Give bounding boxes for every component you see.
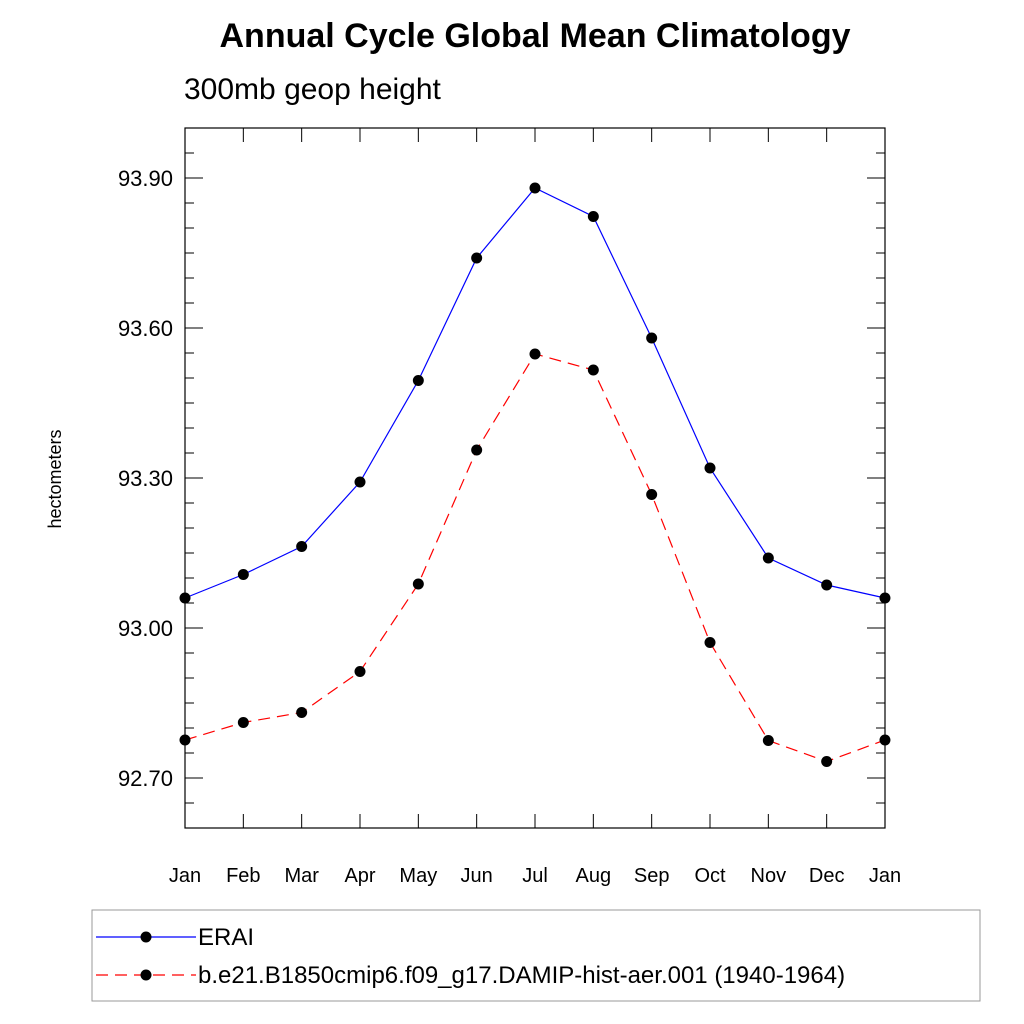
plot-border: [184, 127, 886, 829]
y-tick-label: 92.70: [118, 766, 173, 791]
y-tick-label: 93.00: [118, 616, 173, 641]
series-layer: [179, 182, 891, 767]
series-2: [179, 348, 891, 767]
data-point: [762, 735, 774, 746]
chart-subtitle: 300mb geop height: [184, 73, 442, 106]
data-point: [471, 252, 483, 264]
data-point: [821, 756, 833, 767]
plot-frame: [184, 127, 886, 829]
data-point: [179, 592, 191, 604]
x-tick-label: Jun: [461, 865, 493, 887]
data-point: [646, 489, 658, 500]
y-tick-labels: 93.90 93.60 93.30 93.00 92.70: [118, 166, 173, 791]
data-point: [704, 462, 716, 474]
data-point: [237, 717, 249, 728]
data-point: [587, 211, 599, 222]
legend: ERAI b.e21.B1850cmip6.f09_g17.DAMIP-hist-…: [91, 909, 981, 1002]
legend-marker: [140, 969, 152, 981]
y-tick-label: 93.30: [118, 466, 173, 491]
x-tick-label: Oct: [694, 865, 726, 887]
x-tick-label: Jul: [522, 865, 548, 887]
y-tick-label: 93.90: [118, 166, 173, 191]
x-tick-label: Apr: [344, 865, 375, 887]
legend-box: [91, 909, 981, 1002]
data-point: [354, 666, 366, 677]
data-point: [471, 444, 483, 456]
x-tick-label: Jan: [869, 865, 901, 887]
series-line: [184, 187, 886, 599]
data-point: [296, 707, 308, 718]
x-tick-label: Jan: [169, 865, 201, 887]
data-point: [587, 364, 599, 376]
legend-label: ERAI: [198, 924, 254, 951]
legend-item-1: ERAI: [96, 924, 254, 951]
legend-label: b.e21.B1850cmip6.f09_g17.DAMIP-hist-aer.…: [198, 962, 845, 989]
x-tick-label: Mar: [284, 865, 319, 887]
legend-marker: [140, 931, 152, 943]
x-tick-label: Feb: [226, 865, 260, 887]
data-point: [762, 552, 774, 564]
y-tick-label: 93.60: [118, 316, 173, 341]
data-point: [179, 734, 191, 746]
x-tick-label: Nov: [751, 865, 787, 887]
data-point: [296, 541, 308, 552]
data-point: [529, 182, 541, 194]
data-point: [879, 592, 891, 604]
y-axis-label: hectometers: [45, 429, 65, 528]
data-point: [646, 332, 658, 344]
series-1: [179, 182, 891, 604]
data-point: [879, 734, 891, 746]
data-point: [354, 476, 366, 488]
data-point: [412, 375, 424, 386]
chart-title: Annual Cycle Global Mean Climatology: [220, 17, 851, 55]
series-line: [184, 353, 886, 763]
x-tick-label: Aug: [576, 865, 612, 887]
x-tick-label: Dec: [809, 865, 845, 887]
data-point: [704, 637, 716, 648]
data-point: [821, 579, 833, 591]
axis-ticks: [184, 127, 886, 829]
x-tick-labels: Jan Feb Mar Apr May Jun Jul Aug Sep Oct Nov Dec Jan: [169, 865, 901, 887]
x-tick-label: Sep: [634, 865, 670, 887]
data-point: [529, 348, 541, 360]
data-point: [412, 578, 424, 590]
x-tick-label: May: [399, 865, 437, 887]
data-point: [237, 569, 249, 580]
legend-item-2: b.e21.B1850cmip6.f09_g17.DAMIP-hist-aer.…: [96, 962, 845, 989]
